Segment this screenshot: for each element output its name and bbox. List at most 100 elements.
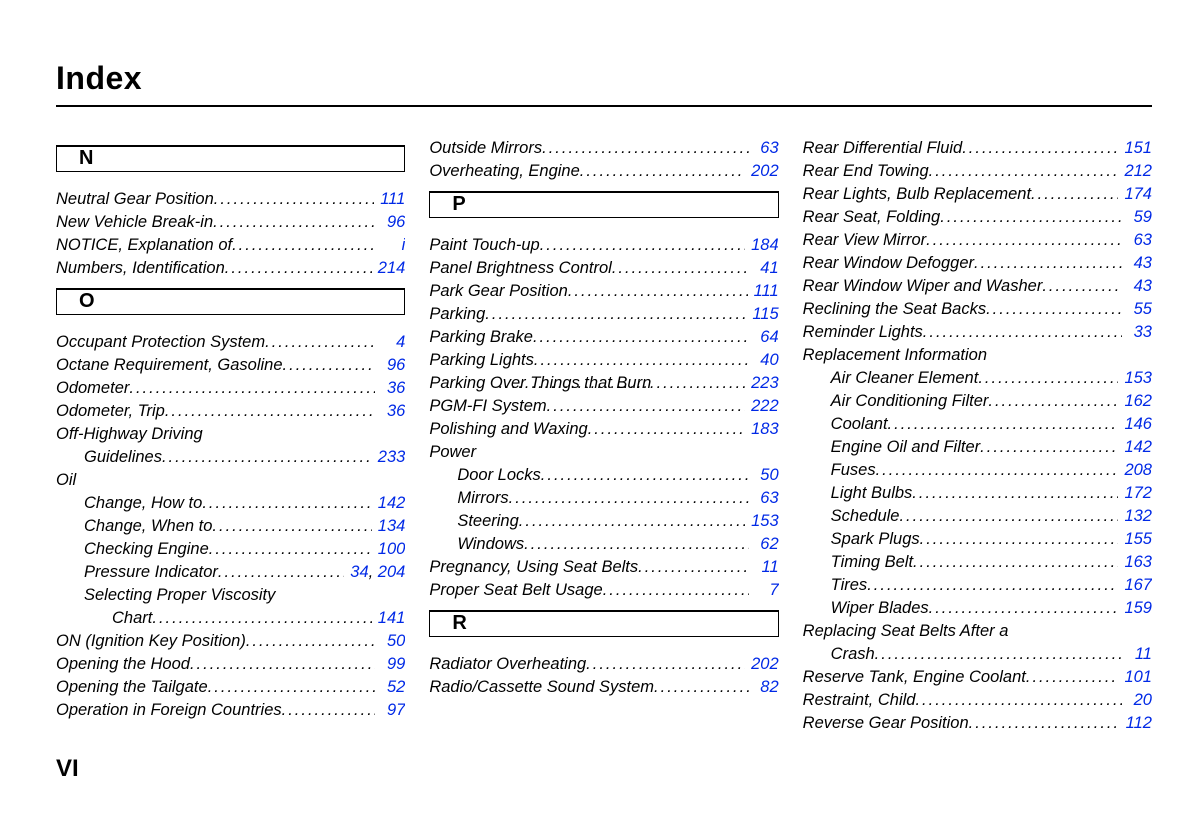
index-entry-page[interactable]: 7: [749, 579, 779, 602]
index-entry-page[interactable]: 33: [1122, 321, 1152, 344]
index-entry-page[interactable]: 96: [375, 354, 405, 377]
index-entry-page[interactable]: 55: [1122, 298, 1152, 321]
index-entry-page[interactable]: 174: [1118, 183, 1152, 206]
index-entry: Pressure Indicator......................…: [56, 561, 405, 584]
index-entry-page[interactable]: 208: [1118, 459, 1152, 482]
index-entry-page[interactable]: 36: [375, 400, 405, 423]
index-entry: Change, When to.........................…: [56, 515, 405, 538]
index-entry: Spark Plugs.............................…: [803, 528, 1152, 551]
section-letter: P: [429, 191, 778, 218]
index-entry-page[interactable]: 63: [749, 137, 779, 160]
index-entry-page[interactable]: 172: [1118, 482, 1152, 505]
index-entry-page[interactable]: 151: [1118, 137, 1152, 160]
leader-dots: ........................................…: [1042, 275, 1122, 298]
index-entry-page[interactable]: i: [375, 234, 405, 257]
index-entry: Radio/Cassette Sound System.............…: [429, 676, 778, 699]
index-entry-page[interactable]: 111: [374, 188, 405, 211]
index-entry-page[interactable]: 97: [375, 699, 405, 722]
index-entry-page[interactable]: 233: [372, 446, 406, 469]
leader-dots: ........................................…: [912, 482, 1118, 505]
leader-dots: ........................................…: [540, 234, 745, 257]
index-entry-page[interactable]: 11: [749, 556, 779, 579]
index-entry-label: Parking Lights: [429, 349, 534, 372]
index-entry-page[interactable]: 153: [745, 510, 779, 533]
index-entry-page[interactable]: 167: [1118, 574, 1152, 597]
index-entry-page[interactable]: 11: [1122, 643, 1152, 666]
leader-dots: ........................................…: [1031, 183, 1118, 206]
index-entry-page[interactable]: 163: [1118, 551, 1152, 574]
index-entry-label: Paint Touch-up: [429, 234, 539, 257]
index-entry-page[interactable]: 146: [1118, 413, 1152, 436]
index-entry: Occupant Protection System..............…: [56, 331, 405, 354]
index-entry-page[interactable]: 202: [745, 653, 779, 676]
index-entry-label: Rear Window Defogger: [803, 252, 974, 275]
index-entry-page[interactable]: 202: [745, 160, 779, 183]
index-entry-page[interactable]: 111: [748, 280, 779, 303]
index-entry-page[interactable]: 20: [1122, 689, 1152, 712]
index-entry: Outside Mirrors.........................…: [429, 137, 778, 160]
index-entry-page[interactable]: 141: [372, 607, 406, 630]
index-entry-page[interactable]: 63: [749, 487, 779, 510]
leader-dots: ........................................…: [940, 206, 1122, 229]
index-entry: Timing Belt.............................…: [803, 551, 1152, 574]
leader-dots: ........................................…: [162, 446, 372, 469]
leader-dots: ........................................…: [867, 574, 1118, 597]
leader-dots: ........................................…: [988, 390, 1118, 413]
index-entry: Reverse Gear Position...................…: [803, 712, 1152, 735]
index-entry-page[interactable]: 64: [749, 326, 779, 349]
index-entry-page[interactable]: 43: [1122, 275, 1152, 298]
index-entry-page[interactable]: 40: [749, 349, 779, 372]
leader-dots: ........................................…: [214, 188, 374, 211]
index-entry-page[interactable]: 50: [375, 630, 405, 653]
index-entry-page[interactable]: 41: [749, 257, 779, 280]
leader-dots: ........................................…: [208, 676, 376, 699]
index-entry-page[interactable]: 99: [375, 653, 405, 676]
leader-dots: ........................................…: [913, 551, 1118, 574]
index-entry-page[interactable]: 142: [1118, 436, 1152, 459]
index-entry-page[interactable]: 96: [375, 211, 405, 234]
index-entry-page[interactable]: 222: [745, 395, 779, 418]
leader-dots: ........................................…: [190, 653, 375, 676]
index-entry: Replacement Information: [803, 344, 1152, 367]
leader-dots: ........................................…: [888, 413, 1119, 436]
leader-dots: ........................................…: [876, 459, 1119, 482]
index-entry-page[interactable]: 101: [1118, 666, 1152, 689]
index-entry: Air Conditioning Filter.................…: [803, 390, 1152, 413]
index-entry-page[interactable]: 142: [372, 492, 406, 515]
index-entry-label: Change, When to: [84, 515, 212, 538]
index-entry-page[interactable]: 159: [1118, 597, 1152, 620]
index-entry-page[interactable]: 43: [1122, 252, 1152, 275]
index-entry-page[interactable]: 112: [1120, 712, 1152, 735]
index-entry-page[interactable]: 52: [375, 676, 405, 699]
leader-dots: ........................................…: [524, 533, 749, 556]
index-entry-page[interactable]: 4: [375, 331, 405, 354]
index-entry-page[interactable]: 63: [1122, 229, 1152, 252]
index-entry-page[interactable]: 100: [372, 538, 406, 561]
index-entry-label: Reserve Tank, Engine Coolant: [803, 666, 1026, 689]
index-entry-page[interactable]: 183: [745, 418, 779, 441]
index-entry-page[interactable]: 162: [1118, 390, 1152, 413]
index-entry-page[interactable]: 50: [749, 464, 779, 487]
leader-dots: ........................................…: [638, 556, 749, 579]
index-entry-label: Replacing Seat Belts After a: [803, 620, 1009, 643]
index-entry-page[interactable]: 36: [375, 377, 405, 400]
index-entry-page[interactable]: 134: [372, 515, 406, 538]
index-entry: Oil: [56, 469, 405, 492]
index-entry-page[interactable]: 212: [1118, 160, 1152, 183]
index-entry-page[interactable]: 184: [745, 234, 779, 257]
index-entry: Opening the Tailgate....................…: [56, 676, 405, 699]
index-entry-page[interactable]: 59: [1122, 206, 1152, 229]
leader-dots: ........................................…: [246, 630, 375, 653]
index-entry-page[interactable]: 82: [749, 676, 779, 699]
index-entry-label: Air Conditioning Filter: [831, 390, 989, 413]
index-entries: Paint Touch-up..........................…: [429, 234, 778, 602]
index-entry-page[interactable]: 223: [745, 372, 779, 395]
index-entry-page[interactable]: 132: [1118, 505, 1152, 528]
index-entry-page[interactable]: 214: [372, 257, 406, 280]
index-entry-page[interactable]: 115: [746, 303, 778, 326]
index-entry-page[interactable]: 62: [749, 533, 779, 556]
index-entry: Rear Seat, Folding......................…: [803, 206, 1152, 229]
index-entry-page[interactable]: 155: [1118, 528, 1152, 551]
index-entry-page[interactable]: 34, 204: [344, 561, 405, 584]
index-entry-page[interactable]: 153: [1118, 367, 1152, 390]
